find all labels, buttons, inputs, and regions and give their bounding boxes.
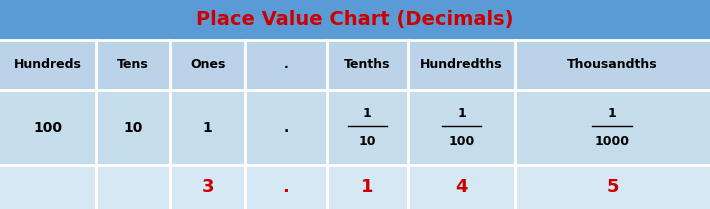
Text: Tens: Tens — [117, 59, 149, 71]
Bar — [0, 90, 710, 165]
Bar — [0, 165, 710, 209]
Text: 1: 1 — [363, 107, 372, 120]
Bar — [0, 40, 710, 90]
Text: Place Value Chart (Decimals): Place Value Chart (Decimals) — [196, 10, 514, 29]
Text: 3: 3 — [202, 178, 214, 196]
Text: 1: 1 — [457, 107, 466, 120]
Text: Tenths: Tenths — [344, 59, 390, 71]
Text: 1: 1 — [608, 107, 617, 120]
Text: 1: 1 — [203, 121, 212, 135]
Text: 1000: 1000 — [595, 135, 630, 148]
Text: .: . — [283, 59, 288, 71]
Text: Thousandths: Thousandths — [567, 59, 657, 71]
Text: 1: 1 — [361, 178, 373, 196]
Text: 100: 100 — [449, 135, 474, 148]
Text: 10: 10 — [124, 121, 143, 135]
Text: 4: 4 — [455, 178, 468, 196]
Text: Ones: Ones — [190, 59, 225, 71]
Bar — [0, 0, 710, 40]
Text: Hundreds: Hundreds — [14, 59, 82, 71]
Text: 100: 100 — [33, 121, 62, 135]
Text: .: . — [283, 178, 289, 196]
Text: 10: 10 — [359, 135, 376, 148]
Text: .: . — [283, 121, 288, 135]
Text: Hundredths: Hundredths — [420, 59, 503, 71]
Text: 5: 5 — [606, 178, 618, 196]
